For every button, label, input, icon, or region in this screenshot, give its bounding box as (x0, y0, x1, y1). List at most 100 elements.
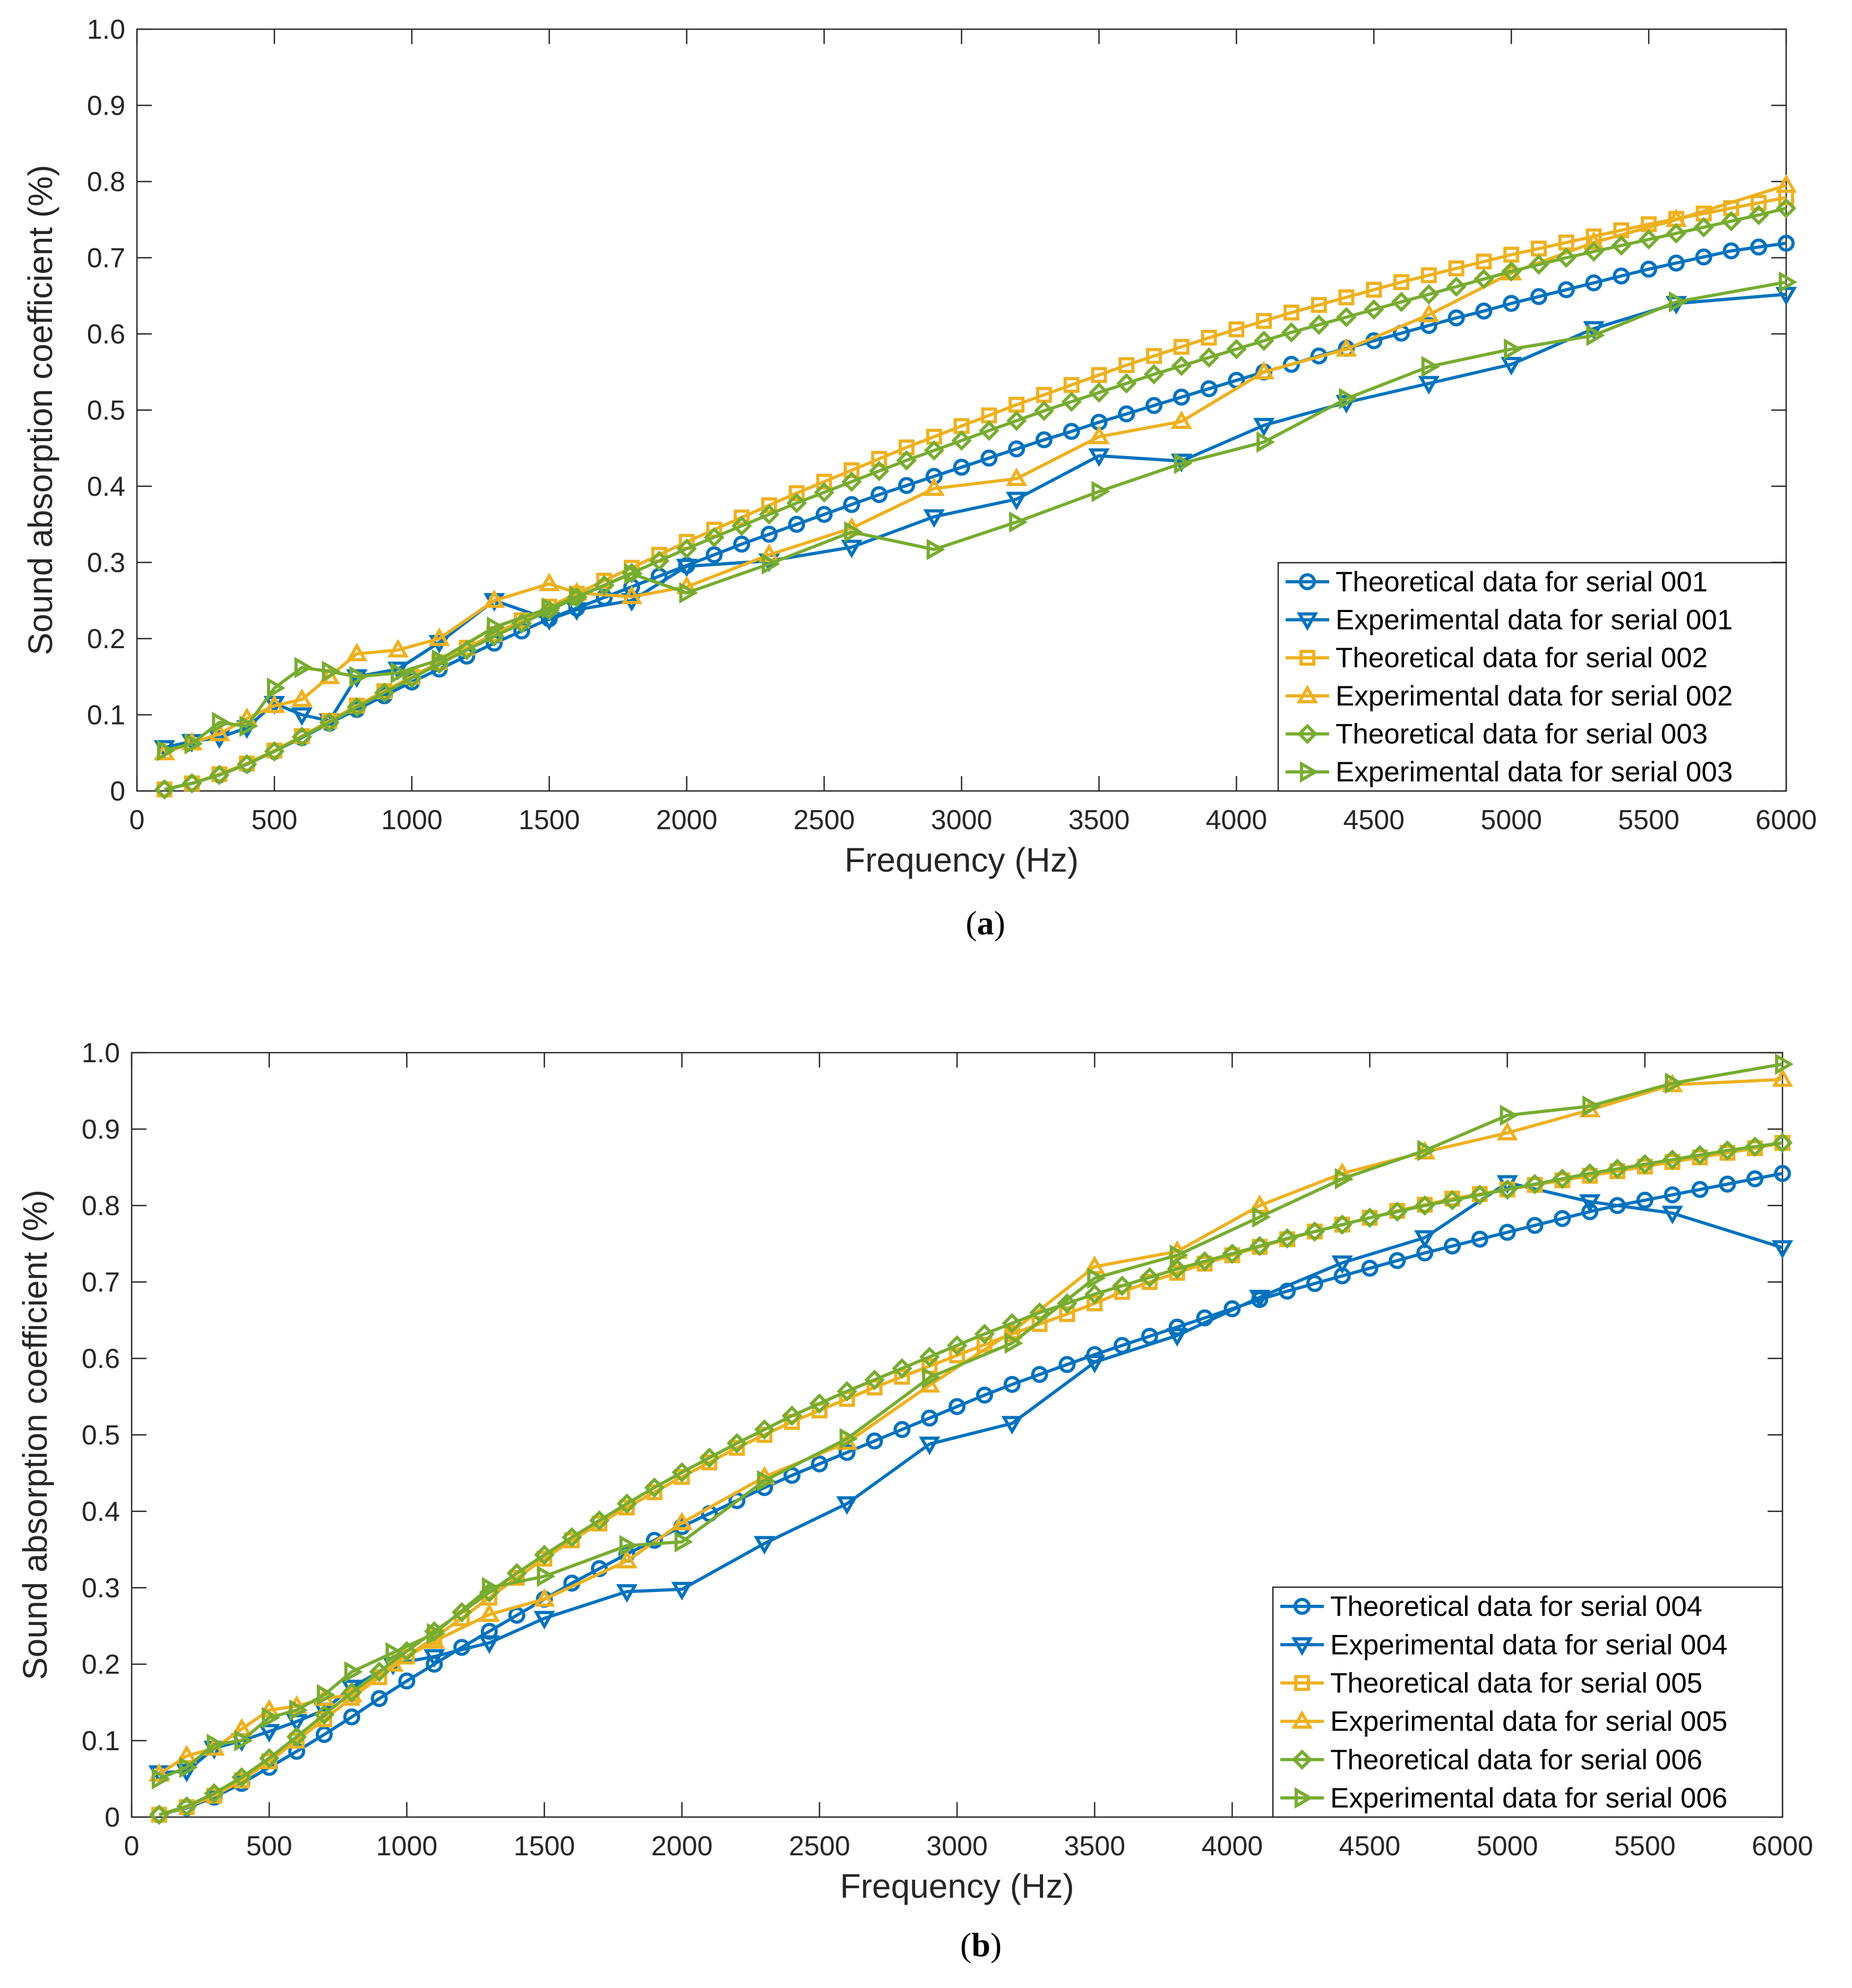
legend-marker (1291, 1637, 1313, 1656)
data-point (1446, 276, 1467, 297)
data-point (451, 1602, 472, 1623)
data-point (1091, 367, 1107, 383)
data-point (1283, 304, 1299, 321)
data-point (319, 712, 340, 733)
data-point (1557, 281, 1575, 298)
y-tick-label: 0.9 (82, 1114, 120, 1145)
data-point (487, 616, 506, 638)
data-point (753, 1536, 776, 1555)
data-point (157, 739, 176, 762)
data-point (1035, 431, 1053, 449)
data-point (1771, 1240, 1794, 1259)
data-point (374, 682, 395, 703)
data-point (926, 538, 945, 561)
data-point (1503, 295, 1520, 312)
data-point (1141, 1274, 1158, 1290)
panel-caption: (b) (960, 1926, 1002, 1964)
caption-open: ( (966, 904, 977, 942)
data-point (841, 471, 862, 492)
data-point (385, 1642, 404, 1664)
y-tick-label: 0.1 (87, 700, 125, 731)
x-tick-label: 2500 (789, 1831, 850, 1862)
y-tick-label: 0.6 (87, 319, 125, 350)
data-point (619, 1535, 639, 1556)
x-tick-label: 5000 (1480, 805, 1542, 836)
legend-label: Theoretical data for serial 001 (1336, 566, 1708, 598)
data-point (1173, 339, 1190, 355)
data-point (866, 1432, 883, 1450)
data-point (1308, 314, 1329, 335)
data-point (896, 450, 917, 471)
data-point (1331, 1255, 1353, 1275)
data-point (757, 1470, 776, 1492)
data-point (1143, 364, 1165, 385)
legend-box (1277, 562, 1787, 792)
data-point (569, 586, 588, 608)
data-point (922, 1366, 941, 1389)
data-point (322, 660, 341, 682)
series-6 (157, 271, 1798, 762)
data-point (814, 482, 834, 503)
data-point (1497, 1179, 1518, 1200)
data-point (263, 694, 286, 713)
data-point (1005, 492, 1028, 511)
data-point (1748, 204, 1769, 226)
data-point (316, 1684, 335, 1706)
x-tick-label: 3500 (1069, 805, 1130, 836)
data-point (154, 779, 175, 800)
data-point (788, 485, 805, 501)
data-point (1721, 211, 1742, 231)
data-point (1503, 246, 1520, 263)
data-point (1474, 269, 1494, 289)
data-point (1583, 231, 1605, 250)
data-point (754, 1419, 775, 1440)
data-point (621, 586, 643, 605)
data-point (1167, 1259, 1187, 1279)
data-point (1500, 357, 1522, 376)
data-point (699, 1447, 720, 1468)
x-axis-label: Frequency (Hz) (840, 1867, 1074, 1905)
legend-marker (1299, 573, 1316, 590)
data-point (979, 420, 1000, 441)
data-point (1418, 304, 1440, 323)
data-point (731, 515, 752, 536)
data-point (674, 1531, 693, 1553)
caption-close: ) (994, 904, 1005, 942)
data-point (1530, 288, 1547, 305)
data-point (1256, 431, 1276, 453)
data-point (1003, 1375, 1021, 1393)
data-point (1338, 289, 1355, 306)
data-point (533, 1588, 555, 1607)
data-point (286, 1726, 307, 1748)
legend-marker (1300, 761, 1319, 783)
data-point (1414, 1195, 1435, 1216)
data-point (1717, 1140, 1738, 1161)
caption-letter: a (977, 904, 994, 942)
data-point (1585, 274, 1603, 291)
data-point (1248, 1289, 1271, 1309)
data-point (1116, 373, 1137, 394)
data-point (946, 1335, 968, 1356)
x-tick-label: 500 (246, 1831, 292, 1862)
data-point (481, 1577, 501, 1599)
data-point (1475, 302, 1493, 320)
data-point (398, 1672, 416, 1690)
data-point (1393, 274, 1410, 290)
data-point (1771, 1068, 1794, 1087)
data-point (616, 1550, 638, 1569)
data-point (679, 582, 698, 604)
data-point (1775, 1053, 1794, 1075)
data-point (1607, 1158, 1628, 1180)
data-point (1336, 307, 1357, 328)
data-point (423, 1649, 445, 1668)
x-tick-label: 4500 (1339, 1831, 1401, 1862)
data-point (478, 1635, 501, 1654)
data-point (1664, 1186, 1681, 1203)
data-point (1194, 1251, 1215, 1272)
data-point (1524, 1174, 1545, 1194)
data-point (1634, 1154, 1656, 1175)
legend-marker (1291, 1710, 1313, 1729)
data-point (258, 1724, 280, 1743)
data-point (264, 741, 285, 762)
x-tick-label: 5500 (1614, 1831, 1676, 1862)
